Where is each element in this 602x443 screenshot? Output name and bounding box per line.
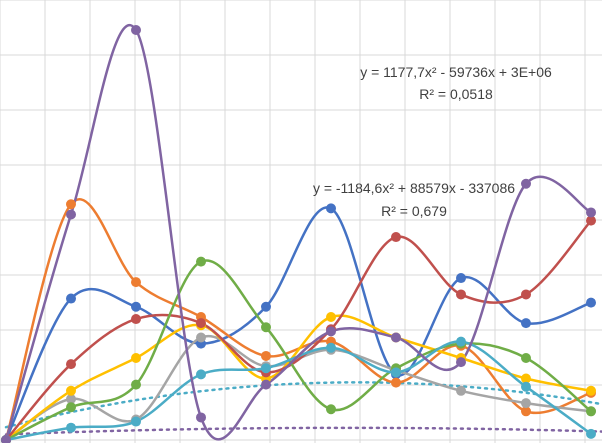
trendline-2 [4,381,602,429]
series-8-point-8 [456,357,466,368]
series-5-point-8 [456,289,466,300]
series-7-point-4 [196,369,206,380]
series-line-5 [5,219,592,441]
series-6-point-2 [66,402,76,413]
series-1-point-3 [131,301,141,312]
series-7-point-7 [391,367,401,378]
series-1-point-2 [66,293,76,304]
series-2-point-5 [261,350,271,361]
series-1-point-6 [326,203,336,214]
series-4-point-9 [521,373,531,384]
series-2-point-3 [131,277,141,288]
series-5-point-4 [196,318,206,329]
series-5-point-10 [586,215,596,226]
series-8-point-10 [586,207,596,218]
series-7-point-8 [456,336,466,347]
series-6-point-5 [261,322,271,333]
series-6-point-4 [196,256,206,267]
series-4-point-2 [66,385,76,396]
series-8-point-3 [131,25,141,35]
trendline-2-r-squared: R² = 0,679 [381,203,447,219]
series-4-point-3 [131,353,141,363]
series-5-point-3 [131,314,141,325]
series-6-point-6 [326,404,336,415]
series-2-point-7 [391,377,401,388]
series-line-4 [5,314,592,441]
series-4-point-6 [326,312,336,322]
series-2-point-2 [66,199,76,210]
series-7-point-6 [326,342,336,353]
series-3-point-8 [456,385,466,396]
series-1-point-8 [456,273,466,284]
series-7-point-10 [586,428,596,439]
series-3-point-9 [521,398,531,409]
series-8-point-5 [261,379,271,390]
series-1-point-10 [586,297,596,308]
series-3-point-4 [196,332,206,343]
series-8-point-4 [196,412,206,423]
series-5-point-9 [521,289,531,300]
series-8-point-6 [326,326,336,337]
series-7-point-2 [66,422,76,433]
series-4-point-10 [586,385,596,396]
trendline-1-r-squared: R² = 0,0518 [419,86,493,102]
series-line-3 [5,334,592,442]
series-1-point-5 [261,301,271,312]
series-lines [4,24,592,442]
series-6-point-9 [521,353,531,363]
series-5-point-2 [66,359,76,370]
series-1-point-9 [521,318,531,329]
series-8-point-2 [66,209,76,220]
series-6-point-10 [586,406,596,417]
series-line-7 [5,340,592,442]
series-7-point-3 [131,416,141,427]
series-5-point-7 [391,232,401,243]
series-8-point-9 [521,178,531,189]
series-7-point-9 [521,381,531,392]
data-markers [1,25,596,443]
trendline-1 [4,426,602,436]
series-6-point-3 [131,379,141,390]
trendline-2-equation: y = -1184,6x² + 88579x - 337086 [313,180,515,196]
series-8-point-7 [391,332,401,343]
series-7-point-5 [261,363,271,374]
series-line-8 [4,24,592,441]
series-3-point-2 [66,394,76,404]
series-line-6 [5,259,592,442]
series-8-point-1 [1,435,11,443]
trendline-1-equation: y = 1177,7x² - 59736x + 3E+06 [360,64,552,80]
series-2-point-9 [521,406,531,417]
series-line-1 [4,206,592,441]
